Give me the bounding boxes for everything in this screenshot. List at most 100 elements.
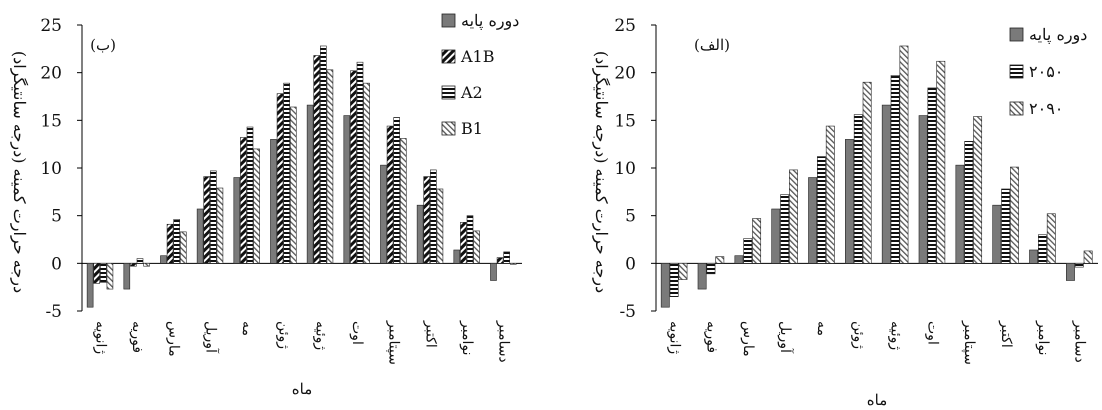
bar-diagonal-light-9	[436, 188, 444, 264]
bar-horizontal-2	[173, 219, 180, 264]
bar-solid-10	[1029, 249, 1039, 264]
bar-solid-6	[881, 104, 891, 264]
bar-solid-1	[123, 263, 131, 290]
x-category-label: اکتبر	[998, 320, 1014, 348]
x-category-label: نوامبر	[459, 320, 475, 355]
bar-diagonal-light-3	[789, 169, 798, 264]
bar-solid-11	[490, 263, 497, 281]
y-tick-label: 0	[51, 254, 62, 274]
x-category-label: فوریه	[703, 321, 719, 353]
bar-solid-8	[955, 164, 965, 264]
bar-horizontal-0	[669, 263, 679, 297]
bar-diagonal-dark-8	[386, 125, 394, 264]
x-axis-title: ماه	[292, 380, 312, 398]
bar-diagonal-light-8	[973, 116, 983, 264]
x-category-label: دسامبر	[1072, 320, 1088, 363]
bar-solid-3	[771, 208, 781, 264]
x-category-label: آوریل	[202, 321, 220, 354]
x-category-label: نوامبر	[1035, 320, 1051, 355]
legend-swatch	[1009, 101, 1024, 116]
y-tick-label: 25	[614, 16, 636, 36]
y-tick-label: 10	[40, 159, 62, 179]
y-tick-label: -5	[45, 302, 62, 322]
x-category-label: مارس	[740, 321, 756, 357]
x-category-label: ژوئیه	[312, 321, 328, 350]
x-category-label: اوت	[349, 321, 365, 345]
bar-horizontal-7	[356, 61, 364, 264]
legend-label: ۲۰۵۰	[1029, 62, 1063, 81]
bar-diagonal-dark-9	[423, 176, 431, 264]
bar-diagonal-dark-6	[313, 55, 321, 264]
x-category-label: مه	[239, 321, 255, 336]
bar-diagonal-light-3	[216, 187, 224, 264]
x-category-label: اکتبر	[422, 320, 438, 348]
bar-solid-2	[160, 255, 167, 264]
bar-horizontal-7	[927, 87, 937, 264]
legend-swatch	[441, 85, 456, 100]
x-category-label: فوریه	[129, 321, 145, 353]
bar-diagonal-light-4	[825, 125, 835, 264]
bar-solid-0	[86, 263, 94, 308]
bar-diagonal-light-5	[289, 106, 297, 264]
bar-diagonal-dark-1	[130, 263, 137, 267]
bar-diagonal-light-6	[899, 45, 909, 264]
bar-solid-10	[453, 249, 461, 264]
bar-horizontal-10	[466, 215, 474, 264]
legend-swatch	[1009, 27, 1024, 42]
y-tick-label: 5	[51, 207, 62, 227]
x-category-label: مارس	[166, 321, 182, 357]
bar-horizontal-4	[817, 156, 826, 264]
bar-horizontal-9	[430, 169, 437, 264]
bar-diagonal-light-9	[1010, 166, 1019, 264]
bar-solid-4	[233, 177, 241, 264]
bar-diagonal-light-10	[473, 230, 480, 264]
panel-label: (الف)	[694, 36, 730, 54]
x-category-label: آوریل	[777, 321, 795, 354]
bar-solid-8	[380, 164, 387, 264]
bar-diagonal-light-8	[399, 138, 407, 264]
bar-diagonal-dark-7	[350, 70, 357, 264]
bar-solid-2	[734, 255, 744, 264]
y-tick-label: 0	[625, 254, 636, 274]
y-tick-label: 20	[614, 64, 636, 84]
y-tick-label: 25	[40, 16, 62, 36]
legend-swatch	[1009, 64, 1024, 79]
x-category-label: ژوئن	[851, 321, 867, 349]
x-category-label: ژانویه	[92, 321, 108, 354]
x-category-label: اوت	[924, 321, 940, 345]
y-tick-label: 5	[625, 207, 636, 227]
x-category-label: ژانویه	[666, 321, 682, 354]
bar-horizontal-5	[283, 82, 290, 264]
bar-solid-5	[270, 139, 277, 264]
legend-label: دوره پایه	[461, 11, 519, 30]
bar-horizontal-3	[210, 170, 217, 264]
legend-label: ۲۰۹۰	[1029, 99, 1063, 118]
bar-diagonal-light-1	[715, 256, 725, 264]
bar-horizontal-8	[964, 141, 974, 264]
y-tick-label: -5	[619, 302, 636, 322]
legend-label: A2	[460, 83, 483, 102]
bar-horizontal-4	[246, 126, 254, 264]
bar-horizontal-1	[136, 258, 144, 264]
bar-diagonal-light-4	[253, 148, 260, 264]
bar-diagonal-dark-11	[496, 257, 504, 264]
panel-label: (ب)	[90, 36, 116, 54]
bar-diagonal-light-2	[179, 231, 187, 264]
chart-panel-alef: -5 0 5 10 15 20 25 ژانویه فوریه مارس آوریل مه ژوئن ژو…	[592, 16, 1098, 409]
x-category-label: مه	[814, 321, 830, 336]
bar-diagonal-light-1	[143, 263, 150, 267]
bar-diagonal-light-0	[678, 263, 688, 280]
x-category-label: ژوئیه	[887, 321, 903, 350]
bar-diagonal-dark-3	[203, 176, 211, 264]
bar-horizontal-3	[780, 194, 790, 264]
x-category-label: سپتامبر	[386, 320, 402, 365]
chart-panel-b: -5 0 5 10 15 20 25 ژانویه فوریه مارس آوریل مه ژوئن ژو…	[10, 11, 522, 398]
legend-label: دوره پایه	[1029, 25, 1087, 44]
bar-horizontal-11	[1074, 263, 1084, 268]
x-category-label: ژوئن	[276, 321, 292, 349]
bar-solid-5	[845, 139, 854, 264]
bar-solid-3	[196, 208, 204, 264]
legend-label: B1	[461, 119, 483, 138]
x-axis-title: ماه	[867, 391, 887, 409]
